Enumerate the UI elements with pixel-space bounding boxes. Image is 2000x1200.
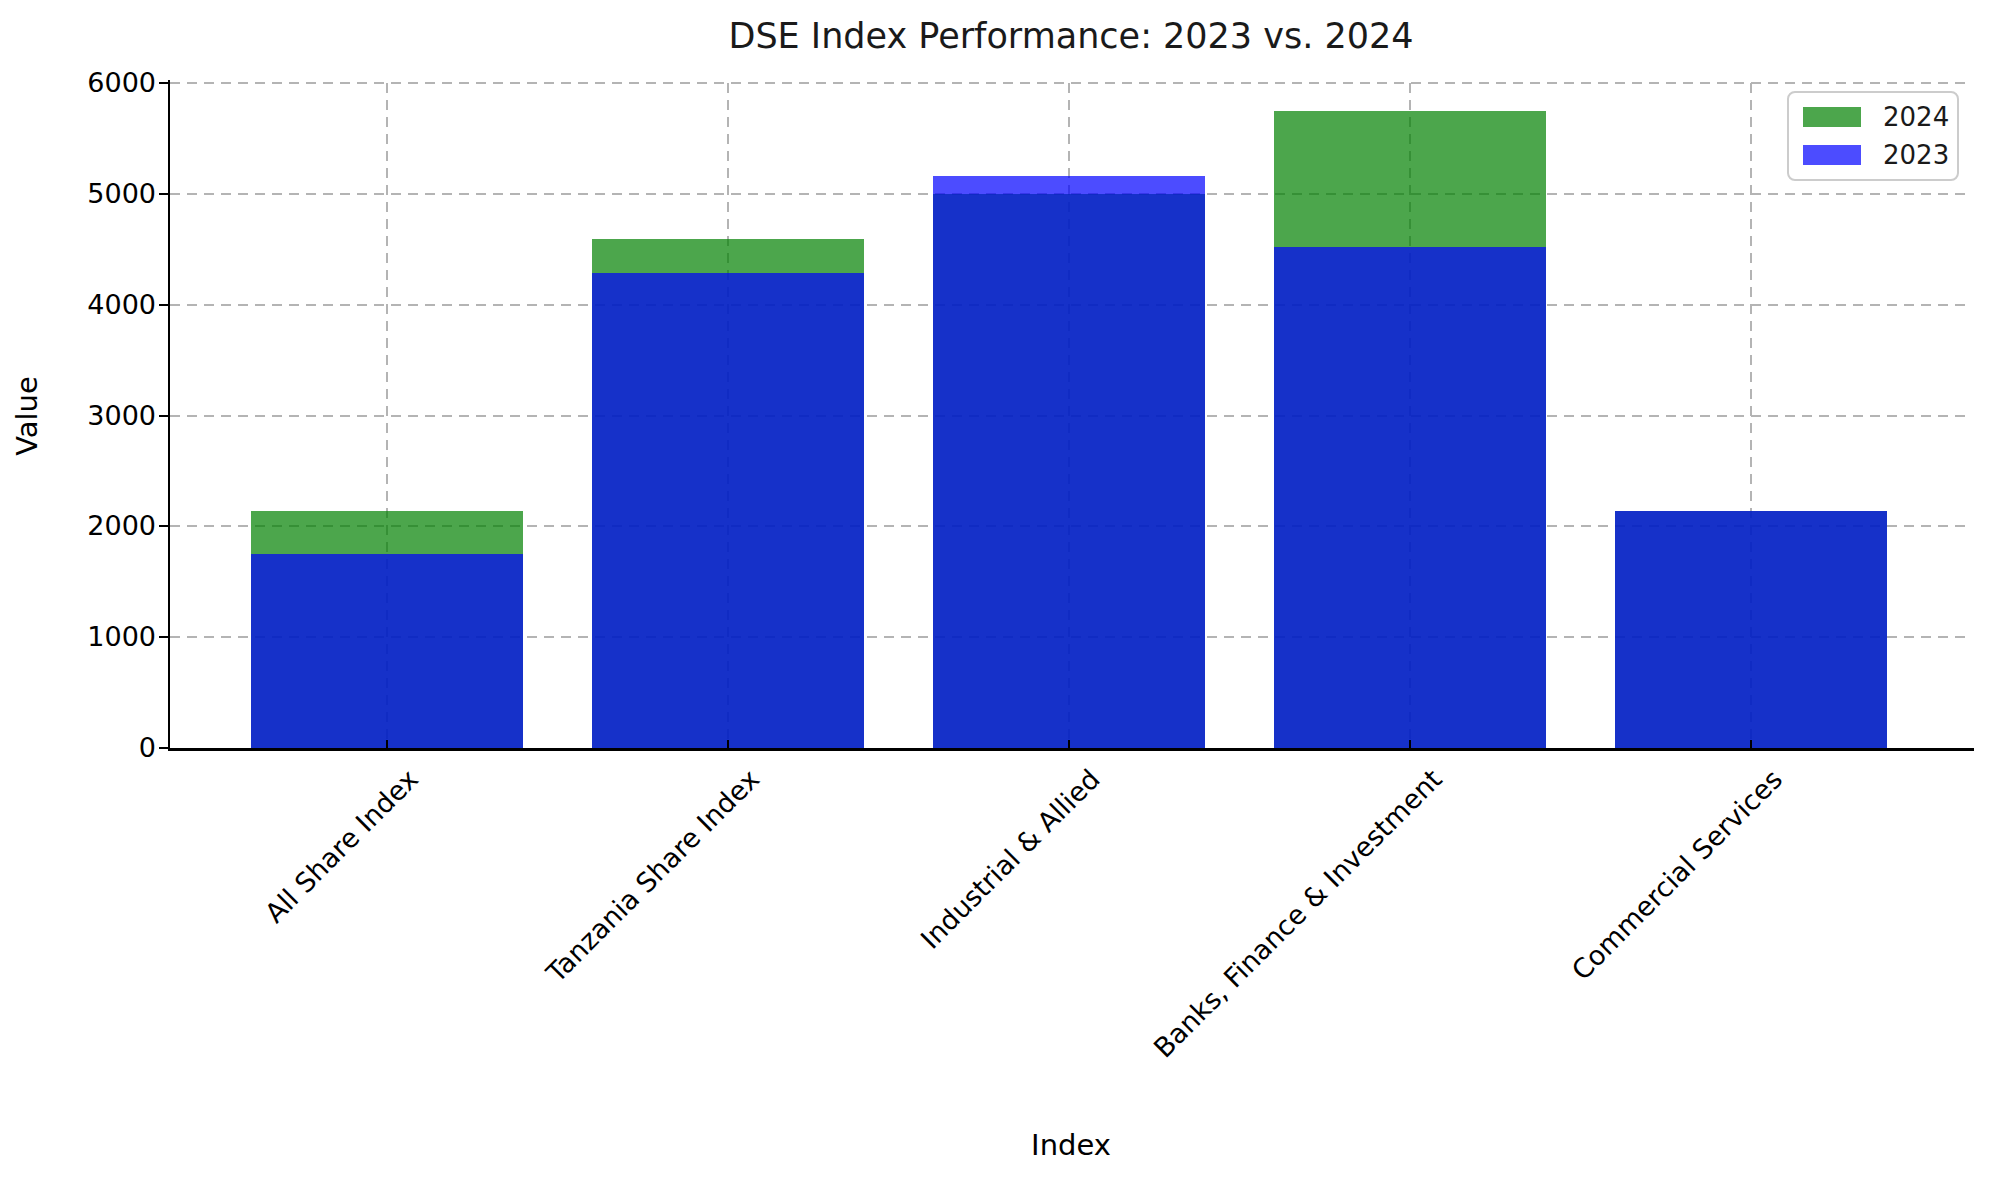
x-tick-label-tanzania-share-index: Tanzania Share Index bbox=[541, 764, 765, 988]
x-tick-label-commercial-services: Commercial Services bbox=[1566, 764, 1788, 986]
legend-label-2024: 2024 bbox=[1883, 104, 1949, 130]
figure: DSE Index Performance: 2023 vs. 2024 0 10… bbox=[0, 0, 2000, 1200]
legend: 2024 2023 bbox=[1787, 91, 1959, 181]
legend-entry-2023: 2023 bbox=[1803, 142, 1943, 168]
y-tick-label-4000: 4000 bbox=[87, 291, 156, 318]
x-tick-label-banks-finance-investment: Banks, Finance & Investment bbox=[1148, 764, 1447, 1063]
x-tick-mark-industrial-allied bbox=[1068, 740, 1070, 748]
bar-2023-all-share-index bbox=[251, 554, 523, 748]
y-tick-label-5000: 5000 bbox=[87, 180, 156, 207]
plot-area bbox=[170, 83, 1972, 748]
y-tick-mark-2000 bbox=[159, 525, 168, 527]
y-tick-label-3000: 3000 bbox=[87, 402, 156, 429]
y-tick-mark-5000 bbox=[159, 193, 168, 195]
x-tick-mark-tanzania-share-index bbox=[727, 740, 729, 748]
y-tick-label-2000: 2000 bbox=[87, 512, 156, 539]
y-axis-title: Value bbox=[10, 216, 40, 616]
x-axis-spine bbox=[168, 748, 1974, 751]
legend-swatch-2024 bbox=[1803, 107, 1861, 127]
bar-2023-commercial-services bbox=[1615, 511, 1887, 748]
x-axis-title: Index bbox=[170, 1128, 1972, 1162]
y-tick-mark-0 bbox=[159, 747, 168, 749]
legend-entry-2024: 2024 bbox=[1803, 104, 1943, 130]
chart-title: DSE Index Performance: 2023 vs. 2024 bbox=[170, 16, 1972, 56]
legend-swatch-2023 bbox=[1803, 145, 1861, 165]
y-tick-label-6000: 6000 bbox=[87, 69, 156, 96]
legend-label-2023: 2023 bbox=[1883, 142, 1949, 168]
y-tick-mark-6000 bbox=[159, 82, 168, 84]
bar-2023-banks-finance-investment bbox=[1274, 247, 1546, 748]
y-tick-label-0: 0 bbox=[139, 734, 156, 761]
y-tick-mark-1000 bbox=[159, 636, 168, 638]
x-tick-label-industrial-allied: Industrial & Allied bbox=[916, 764, 1107, 955]
gridline-h-6000 bbox=[170, 82, 1972, 84]
x-tick-mark-all-share-index bbox=[386, 740, 388, 748]
bar-2023-tanzania-share-index bbox=[592, 273, 864, 748]
y-axis-spine bbox=[168, 80, 170, 750]
x-tick-mark-commercial-services bbox=[1750, 740, 1752, 748]
bar-2023-industrial-allied bbox=[933, 176, 1205, 748]
y-tick-label-1000: 1000 bbox=[87, 623, 156, 650]
x-tick-label-all-share-index: All Share Index bbox=[260, 764, 425, 929]
y-tick-mark-4000 bbox=[159, 304, 168, 306]
y-tick-mark-3000 bbox=[159, 415, 168, 417]
x-tick-mark-banks-finance-investment bbox=[1409, 740, 1411, 748]
